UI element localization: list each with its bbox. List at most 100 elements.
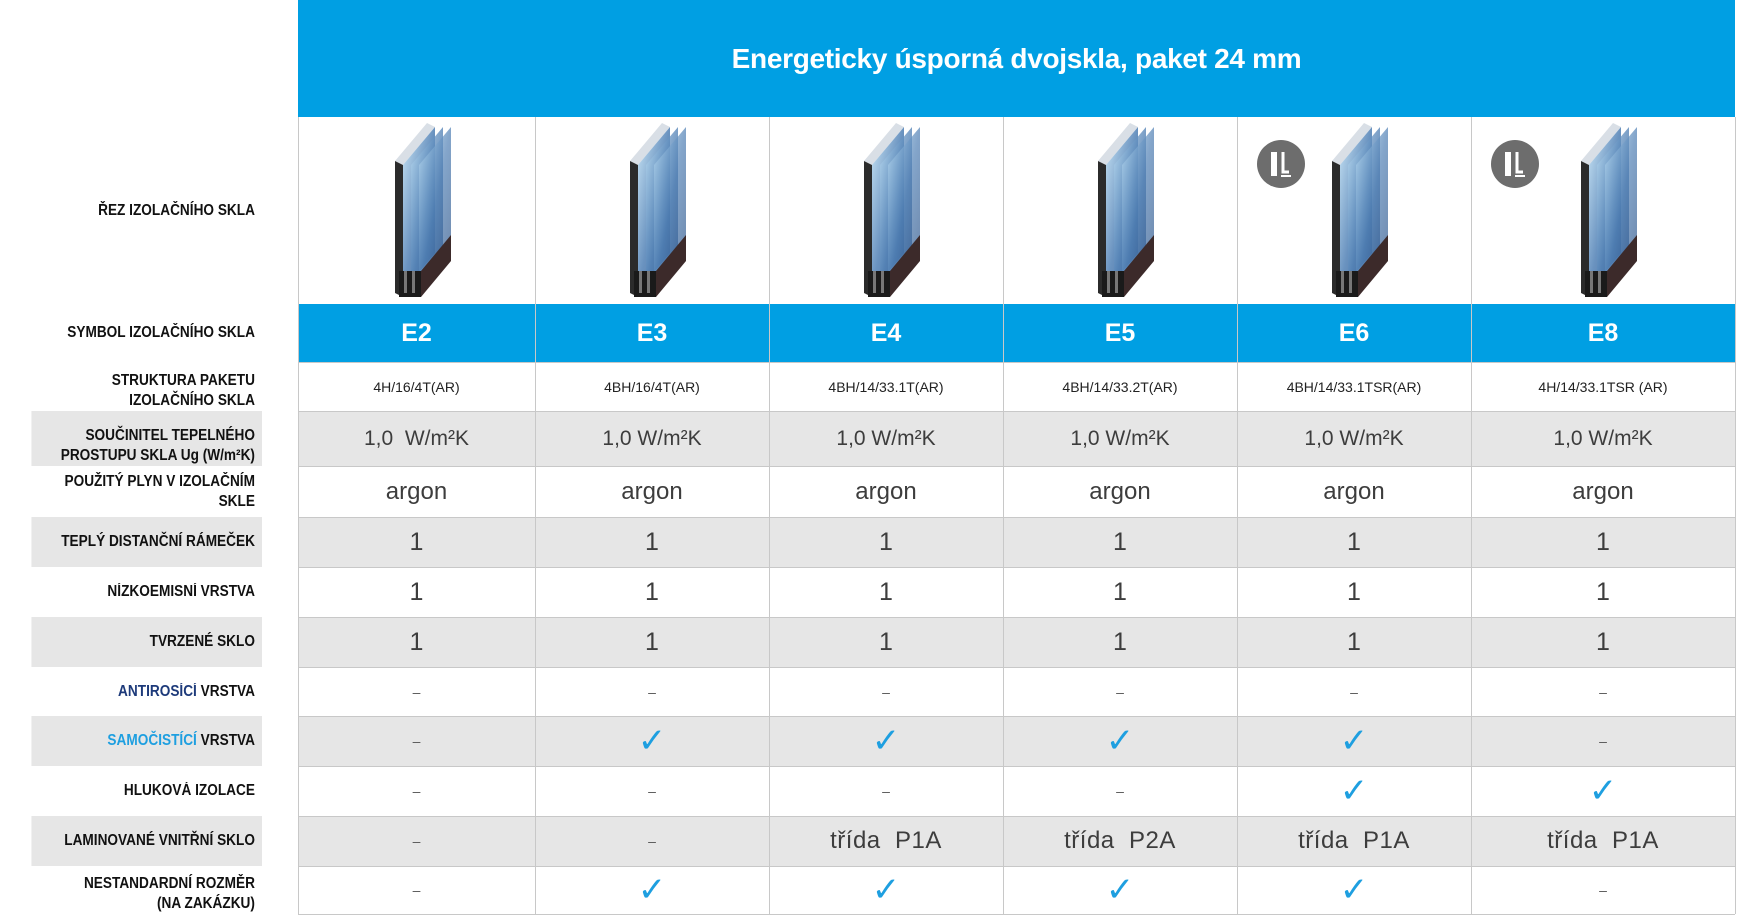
check-icon: ✓ (637, 870, 667, 910)
symbol-band (298, 304, 1735, 362)
check-icon: ✓ (871, 870, 901, 910)
grid-line (298, 766, 1735, 767)
cell-e3-lowe: 1 (645, 577, 659, 606)
cell-e4-symbol: E4 (870, 318, 902, 347)
cell-e6-laminated: třída P1A (1298, 827, 1410, 854)
label-nonstandard-line2: (NA ZAKÁZKU) (156, 895, 255, 912)
glass-cross-section-icon (1003, 117, 1237, 304)
cell-e5-laminated: třída P2A (1064, 827, 1176, 854)
cell-e4-ug: 1,0 W/m²K (836, 426, 936, 450)
check-icon: ✓ (871, 721, 901, 761)
cell-e3-tempered: 1 (645, 627, 659, 656)
cell-e6-symbol: E6 (1338, 318, 1370, 347)
cell-e4-noise: – (882, 783, 890, 799)
cell-e8-ug: 1,0 W/m²K (1553, 426, 1653, 450)
cell-e5-noise: – (1116, 783, 1124, 799)
label-structure-line2: IZOLAČNÍHO SKLA (129, 392, 255, 409)
check-icon: ✓ (1339, 870, 1369, 910)
check-icon: ✓ (637, 721, 667, 761)
row-shade-spacer (298, 517, 1735, 567)
glass-cross-section-icon (1237, 117, 1471, 304)
cell-e8-antidew: – (1599, 683, 1607, 700)
check-icon: ✓ (1588, 771, 1618, 811)
cell-e8-spacer: 1 (1596, 527, 1610, 556)
cell-e8-gas: argon (1572, 477, 1634, 505)
check-icon: ✓ (1339, 721, 1369, 761)
cell-e2-tempered: 1 (409, 627, 424, 656)
cell-e3-ug: 1,0 W/m²K (602, 426, 702, 450)
label-lowe: NÍZKOEMISNÍ VRSTVA (107, 583, 255, 600)
grid-line (298, 411, 1735, 412)
check-icon: ✓ (1339, 771, 1369, 811)
cell-e2-gas: argon (385, 477, 448, 505)
label-ug-line1: SOUČINITEL TEPELNÉHO (85, 427, 255, 444)
cell-e8-nonstandard: – (1599, 882, 1607, 898)
grid-line (298, 466, 1735, 467)
soundproof-badge-icon (1257, 140, 1305, 188)
cell-e2-selfclean: – (412, 733, 421, 749)
grid-line (1735, 117, 1736, 914)
cell-e2-ug: 1,0 W/m²K (363, 426, 469, 450)
grid-line (298, 716, 1735, 717)
check-icon: ✓ (1105, 870, 1135, 910)
cell-e2-lowe: 1 (409, 577, 424, 606)
label-ug-line2: PROSTUPU SKLA Ug (W/m²K) (60, 447, 255, 464)
cell-e4-antidew: – (882, 683, 890, 700)
grid-line (769, 117, 770, 914)
grid-line (298, 567, 1735, 568)
cell-e4-lowe: 1 (879, 577, 893, 606)
row-shade-tempered (298, 617, 1735, 667)
cell-e5-lowe: 1 (1113, 577, 1127, 606)
cell-e3-symbol: E3 (636, 318, 668, 347)
cell-e2-symbol: E2 (401, 318, 432, 347)
label-structure-line1: STRUKTURA PAKETU (111, 372, 255, 389)
label-selfclean: SAMOČISTÍCÍ VRSTVA (31, 716, 262, 766)
cell-e3-structure: 4BH/16/4T(AR) (604, 378, 700, 395)
cell-e3-gas: argon (621, 477, 683, 505)
label-tempered: TVRZENÉ SKLO (31, 617, 262, 667)
cell-e4-tempered: 1 (879, 627, 893, 656)
label-nonstandard: NESTANDARDNÍ ROZMĚR (NA ZAKÁZKU) (31, 866, 262, 914)
title-band (298, 0, 1735, 117)
grid-line (298, 866, 1735, 867)
cell-e3-antidew: – (648, 683, 656, 700)
grid-line (298, 362, 1735, 363)
glass-cross-section-icon (1471, 117, 1735, 304)
cell-e6-gas: argon (1323, 477, 1385, 505)
cell-e5-antidew: – (1116, 683, 1124, 700)
grid-line (298, 617, 1735, 618)
label-gas: POUŽITÝ PLYN V IZOLAČNÍM SKLE (64, 472, 255, 510)
label-cross-section: ŘEZ IZOLAČNÍHO SKLA (98, 201, 255, 219)
cell-e6-antidew: – (1350, 683, 1358, 700)
glass-cross-section-icon (298, 117, 535, 304)
label-nonstandard-line1: NESTANDARDNÍ ROZMĚR (83, 875, 255, 892)
grid-line (298, 816, 1735, 817)
cell-e4-structure: 4BH/14/33.1T(AR) (828, 378, 944, 395)
cell-e4-spacer: 1 (879, 527, 893, 556)
cell-e3-spacer: 1 (645, 527, 659, 556)
cell-e5-structure: 4BH/14/33.2T(AR) (1062, 378, 1178, 395)
cell-e3-noise: – (648, 783, 656, 799)
cell-e2-laminated: – (412, 833, 421, 849)
cell-e2-structure: 4H/16/4T(AR) (373, 378, 460, 395)
label-laminated: LAMINOVANÉ VNITŘNÍ SKLO (31, 816, 262, 866)
cell-e8-structure: 4H/14/33.1TSR (AR) (1538, 378, 1668, 395)
cell-e5-tempered: 1 (1113, 627, 1127, 656)
cell-e5-symbol: E5 (1104, 318, 1136, 347)
check-icon: ✓ (1105, 721, 1135, 761)
label-symbol: SYMBOL IZOLAČNÍHO SKLA (67, 324, 255, 341)
cell-e5-ug: 1,0 W/m²K (1070, 426, 1170, 450)
soundproof-badge-icon (1491, 140, 1539, 188)
cell-e6-lowe: 1 (1347, 577, 1361, 606)
cell-e8-tempered: 1 (1596, 627, 1610, 656)
grid-line (1471, 117, 1472, 914)
grid-line (535, 117, 536, 914)
label-structure: STRUKTURA PAKETU IZOLAČNÍHO SKLA (31, 362, 262, 411)
grid-line (1003, 117, 1004, 914)
grid-line (298, 914, 1735, 915)
row-shade-ug (298, 411, 1735, 466)
grid-line (298, 667, 1735, 668)
cell-e8-lowe: 1 (1596, 577, 1610, 606)
cell-e6-structure: 4BH/14/33.1TSR(AR) (1286, 378, 1422, 395)
grid-line (298, 517, 1735, 518)
